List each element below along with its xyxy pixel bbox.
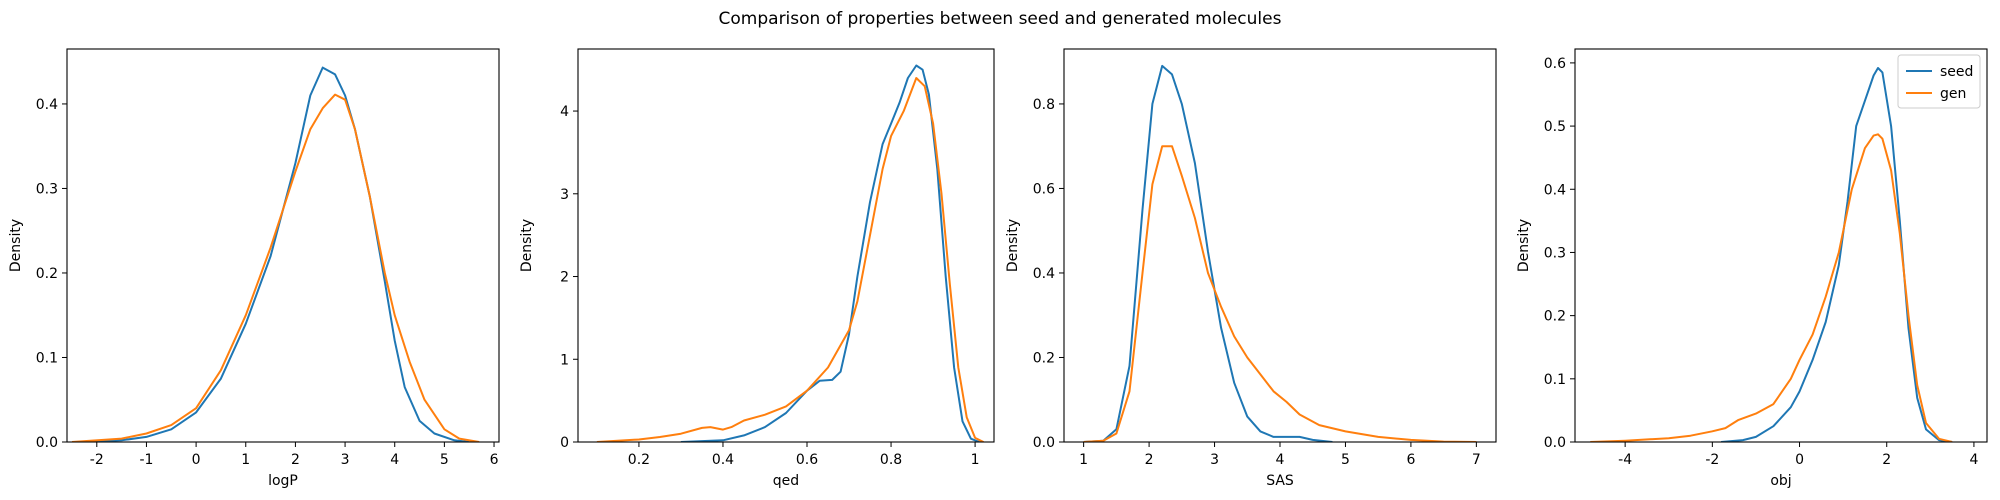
x-tick-label: 0.8 (880, 452, 902, 468)
axes-frame (66, 48, 500, 443)
subplot-logP: -2 -1 0 1 2 3 4 5 6 0.0 0.1 0.2 0.3 0.4 logP Density (8, 48, 500, 489)
y-tick-label: 0.2 (36, 266, 58, 282)
y-tick-label: 0.6 (1544, 56, 1566, 72)
series-line-gen (596, 77, 984, 442)
y-tick-label: 1 (560, 352, 569, 368)
y-tick-label: 0.4 (1544, 182, 1566, 198)
subplot-SAS: 1 2 3 4 5 6 7 0.0 0.2 0.4 0.6 0.8 SAS Density (1005, 48, 1497, 489)
x-tick-label: 5 (440, 452, 449, 468)
y-tick-label: 0.0 (1544, 435, 1566, 451)
subplot-obj: -4 -2 0 2 4 0.0 0.1 0.2 0.3 0.4 0.5 0.6 obj Density se… (1516, 48, 1988, 489)
subplot-qed: 0.2 0.4 0.6 0.8 1 0 1 2 3 4 qed Density (519, 48, 995, 489)
y-tick-label: 0.0 (1033, 435, 1055, 451)
x-tick-label: -2 (90, 452, 104, 468)
x-tick-label: -2 (1705, 452, 1719, 468)
x-tick-label: 5 (1341, 452, 1350, 468)
series-line-gen (71, 93, 480, 442)
series-line-seed (680, 64, 980, 442)
legend-box (1897, 54, 1981, 109)
series-line-gen (1083, 145, 1477, 442)
y-tick-label: 0.3 (1544, 245, 1566, 261)
y-tick-label: 0.2 (1544, 309, 1566, 325)
y-tick-label: 0.3 (36, 181, 58, 197)
y-tick-label: 0.0 (36, 435, 58, 451)
x-axis-label: logP (268, 473, 298, 489)
y-axis-label: Density (519, 219, 535, 272)
x-tick-label: 6 (1406, 452, 1415, 468)
x-tick-label: -1 (139, 452, 153, 468)
axes-frame (1574, 48, 1988, 443)
series-line-seed (1721, 67, 1953, 442)
x-tick-label: 4 (390, 452, 399, 468)
y-axis-label: Density (8, 219, 24, 272)
y-tick-label: 4 (560, 104, 569, 120)
x-tick-label: 7 (1472, 452, 1481, 468)
y-tick-label: 0.8 (1033, 97, 1055, 113)
x-tick-label: 2 (1145, 452, 1154, 468)
x-axis-label: obj (1770, 473, 1791, 489)
x-tick-label: 1 (1079, 452, 1088, 468)
series-line-seed (1083, 64, 1333, 442)
y-tick-label: 2 (560, 270, 569, 286)
panels: -2 -1 0 1 2 3 4 5 60.00.10.20.30.4logPDensity0.2… (8, 48, 1988, 489)
x-tick-label: 3 (341, 452, 350, 468)
axes-frame (577, 48, 995, 443)
y-tick-label: 0.2 (1033, 350, 1055, 366)
x-tick-label: 0 (192, 452, 201, 468)
y-tick-label: 0.6 (1033, 181, 1055, 197)
y-tick-label: 0.1 (36, 350, 58, 366)
y-axis-label: Density (1516, 219, 1532, 272)
y-tick-label: 0.5 (1544, 119, 1566, 135)
y-tick-label: 0.1 (1544, 372, 1566, 388)
x-tick-label: 0.4 (712, 452, 734, 468)
x-tick-label: 2 (1882, 452, 1891, 468)
x-tick-label: 0.2 (628, 452, 650, 468)
y-tick-label: 0.4 (1033, 266, 1055, 282)
x-axis-label: qed (773, 473, 799, 489)
y-axis-label: Density (1005, 219, 1021, 272)
x-tick-label: 3 (1210, 452, 1219, 468)
x-tick-label: 2 (291, 452, 300, 468)
series-line-gen (1590, 133, 1953, 442)
legend-label-gen: gen (1940, 86, 1966, 102)
y-tick-label: 0 (560, 435, 569, 451)
x-tick-label: 0 (1795, 452, 1804, 468)
figure-title: Comparison of properties between seed an… (719, 9, 1282, 29)
x-tick-label: 1 (241, 452, 250, 468)
x-tick-label: 1 (971, 452, 980, 468)
x-tick-label: 0.6 (796, 452, 818, 468)
y-tick-label: 0.4 (36, 97, 58, 113)
x-axis-label: SAS (1266, 473, 1294, 489)
x-tick-label: 4 (1969, 452, 1978, 468)
x-tick-label: 6 (490, 452, 499, 468)
legend: seed gen (1897, 54, 1981, 109)
y-tick-label: 3 (560, 187, 569, 203)
legend-label-seed: seed (1940, 64, 1973, 80)
series-line-seed (76, 66, 470, 442)
x-tick-label: 4 (1276, 452, 1285, 468)
x-tick-label: -4 (1618, 452, 1632, 468)
